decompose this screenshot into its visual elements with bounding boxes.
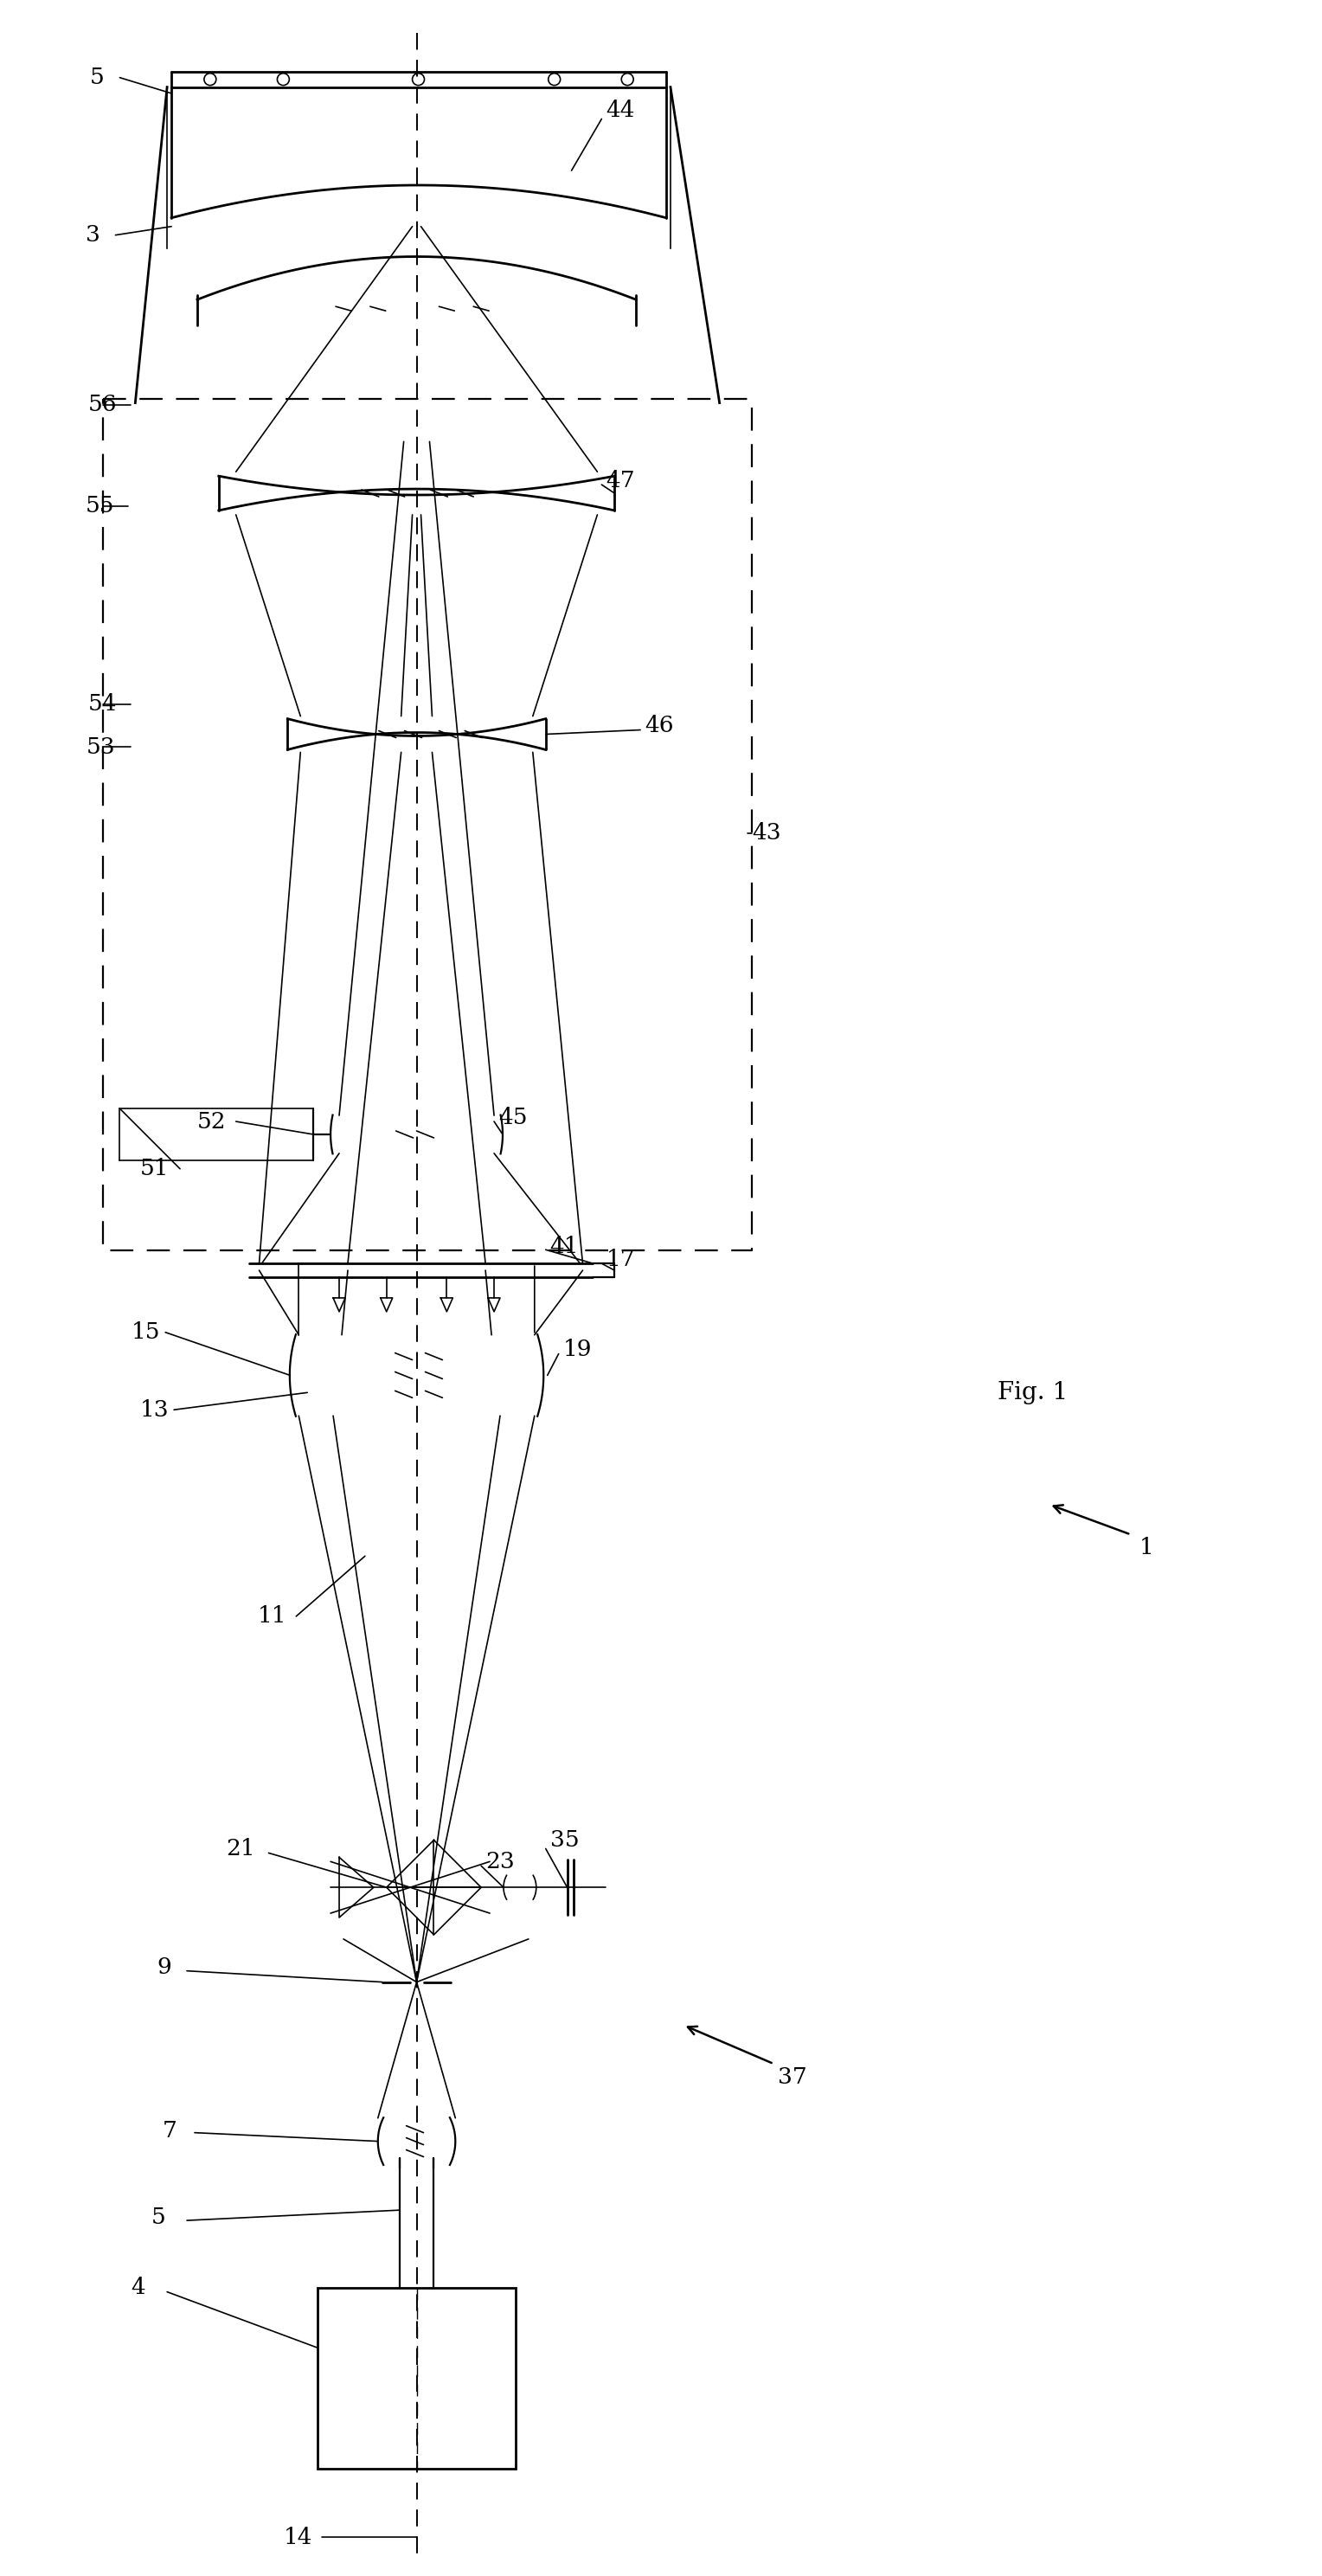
Text: 23: 23 [485,1850,514,1873]
Text: 53: 53 [86,737,115,757]
Text: 3: 3 [86,224,100,245]
Text: 9: 9 [157,1958,172,1978]
Text: 5: 5 [152,2205,167,2228]
Text: 44: 44 [605,100,635,121]
Text: 46: 46 [645,714,674,737]
Text: 19: 19 [563,1340,592,1360]
Text: 43: 43 [752,822,781,845]
Text: 13: 13 [140,1399,169,1419]
Text: 56: 56 [89,394,116,415]
Text: 14: 14 [283,2527,312,2548]
Text: 17: 17 [605,1249,635,1270]
Text: 55: 55 [86,495,114,518]
Text: 51: 51 [140,1159,168,1180]
Text: Fig. 1: Fig. 1 [997,1381,1068,1404]
Text: 45: 45 [498,1105,527,1128]
Text: 11: 11 [258,1605,287,1628]
Text: 4: 4 [131,2277,145,2298]
Bar [317,2287,516,2468]
Text: 5: 5 [90,67,104,88]
Text: 52: 52 [197,1110,226,1133]
Text: 41: 41 [550,1236,579,1257]
Text: 54: 54 [89,693,116,716]
Text: 47: 47 [605,469,635,492]
Text: 21: 21 [226,1837,255,1860]
Text: 35: 35 [550,1829,579,1852]
Text: 7: 7 [163,2120,177,2141]
Text: 37: 37 [779,2066,808,2087]
Text: 15: 15 [131,1321,160,1342]
Text: 1: 1 [1140,1538,1154,1558]
